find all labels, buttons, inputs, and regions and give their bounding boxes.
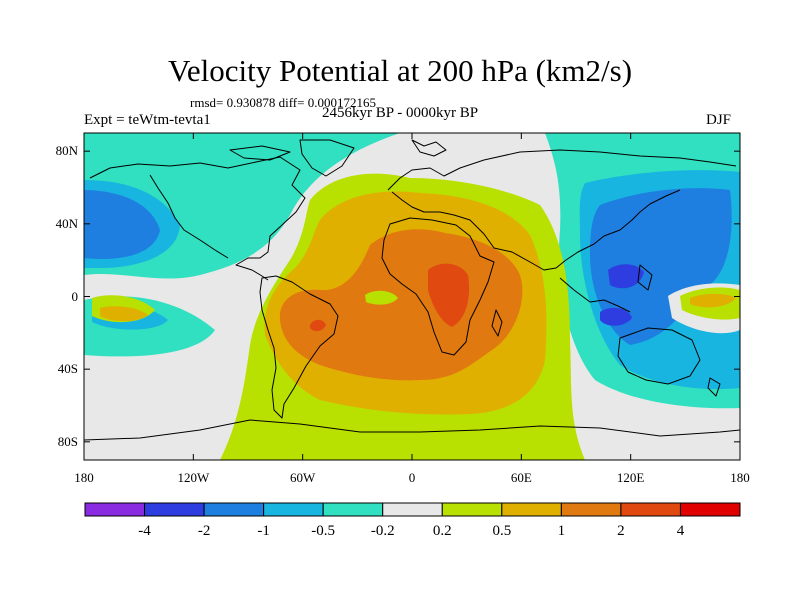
lat-tick-label: 80N: [55, 143, 78, 159]
coastline: [259, 275, 339, 419]
coastline: [84, 419, 740, 441]
coastline: [559, 277, 631, 313]
colorbar-swatch: [679, 502, 741, 517]
lon-tick-label: 60E: [510, 470, 532, 485]
coastline: [299, 139, 355, 177]
colorbar-level-label: 0.2: [432, 523, 452, 539]
coastlines: [84, 139, 740, 441]
colorbar-level-label: -1: [257, 523, 270, 539]
colorbar-swatch: [203, 502, 265, 517]
contour-region: [590, 188, 732, 345]
coastline: [149, 174, 229, 259]
velocity-potential-field: [84, 133, 740, 460]
coastline: [381, 217, 495, 356]
stats-text: rmsd= 0.930878 diff= 0.000172165: [190, 95, 376, 110]
coastline: [391, 189, 681, 271]
lon-tick-label: 180: [74, 470, 94, 485]
colorbar-swatch: [144, 502, 205, 517]
lat-tick-label: 40N: [55, 215, 78, 231]
experiment-label: Expt = teWtm-tevta1: [84, 112, 211, 128]
contour-region: [100, 306, 148, 322]
axis-ticks: [83, 133, 741, 460]
colorbar-level-label: -2: [197, 523, 211, 539]
season-label: DJF: [706, 112, 732, 128]
colorbar-level-label: 4: [676, 523, 685, 539]
colorbar-level-label: 2: [617, 523, 625, 539]
colorbar-swatch: [560, 502, 622, 517]
coastline: [229, 145, 291, 161]
coastline: [707, 377, 721, 397]
coastline: [89, 156, 306, 281]
lat-tick-label: 80S: [57, 433, 78, 449]
colorbar-level-label: 1: [557, 523, 566, 539]
colorbar-swatch: [620, 502, 681, 517]
lat-tick-label: 0: [71, 288, 79, 304]
contour-region: [690, 293, 736, 308]
colorbar: [84, 502, 741, 517]
colorbar-swatch: [263, 502, 324, 517]
colorbar-swatch: [441, 502, 503, 517]
colorbar-swatch: [501, 502, 562, 517]
lon-tick-label: 180: [730, 470, 750, 485]
colorbar-level-label: -0.2: [370, 523, 395, 539]
contour-region: [279, 229, 523, 381]
coastline: [387, 149, 737, 191]
lon-tick-label: 60W: [290, 470, 316, 485]
lon-tick-label: 0: [408, 470, 416, 485]
colorbar-level-label: -4: [138, 523, 151, 539]
colorbar-level-label: 0.5: [492, 523, 512, 539]
colorbar-swatch: [322, 502, 384, 517]
contour-region: [608, 264, 644, 289]
lat-tick-label: 40S: [57, 361, 78, 377]
period-label: 2456kyr BP - 0000kyr BP: [322, 105, 479, 121]
lon-tick-label: 120W: [177, 470, 210, 485]
chart-title: Velocity Potential at 200 hPa (km2/s): [167, 53, 633, 88]
lon-tick-label: 120E: [616, 470, 645, 485]
coastline: [411, 139, 447, 157]
contour-region: [310, 319, 326, 332]
colorbar-swatch: [84, 502, 146, 517]
contour-region: [365, 290, 398, 305]
colorbar-swatch: [382, 502, 443, 517]
contour-region: [428, 263, 470, 327]
coastline: [617, 327, 701, 385]
coastline: [491, 309, 503, 337]
colorbar-level-label: -0.5: [311, 523, 336, 539]
contour-region: [600, 307, 632, 326]
contour-region: [84, 190, 160, 260]
coastline: [637, 264, 653, 291]
